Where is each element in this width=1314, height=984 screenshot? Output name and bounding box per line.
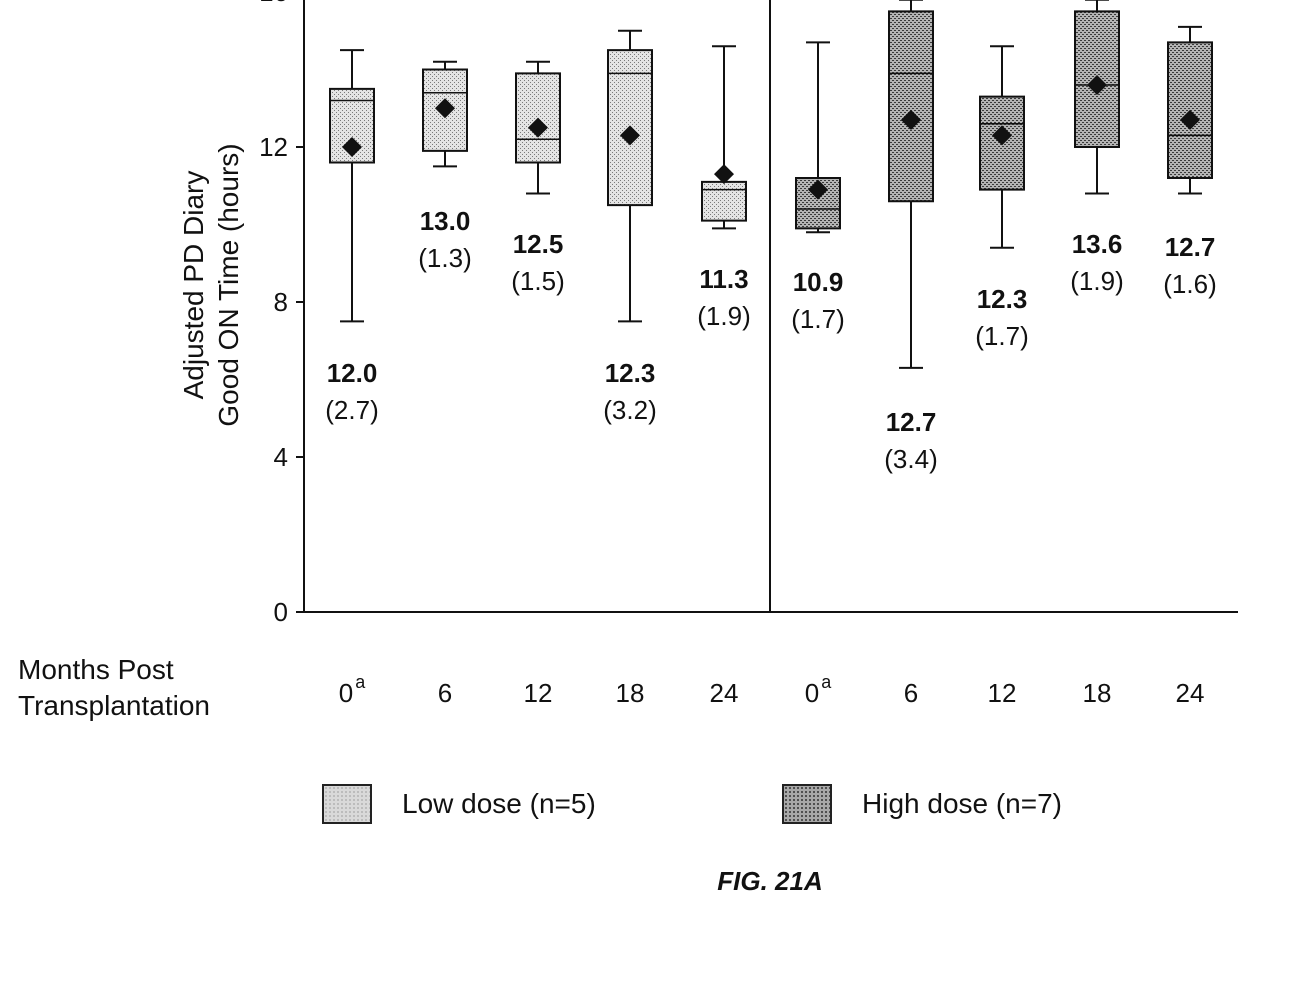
x-axis-title-line1: Months Post (18, 654, 174, 685)
mean-value-label: 10.9 (793, 267, 844, 297)
y-tick-label: 12 (259, 132, 288, 162)
y-tick-label: 4 (274, 442, 288, 472)
x-tick-label: 12 (524, 678, 553, 708)
legend-label-low-dose: Low dose (n=5) (402, 788, 596, 819)
mean-value-label: 11.3 (699, 264, 748, 294)
box-low-dose-month-18: 12.3 (3.2) (603, 29, 657, 425)
sd-value-label: (3.2) (603, 395, 656, 425)
box-low-dose-month-24: 11.3 (1.9) (697, 45, 751, 331)
y-ticks: 0 4 8 12 16 (259, 0, 304, 627)
mean-value-label: 13.0 (420, 206, 471, 236)
iqr-box (888, 10, 934, 203)
sd-value-label: (1.5) (511, 266, 564, 296)
sd-value-label: (1.9) (697, 301, 750, 331)
mean-marker (901, 109, 921, 130)
x-tick-label: 24 (1176, 678, 1205, 708)
sd-value-label: (1.9) (1070, 266, 1123, 296)
mean-value-label: 12.0 (327, 358, 378, 388)
sd-value-label: (1.3) (418, 243, 471, 273)
mean-value-label: 12.7 (886, 407, 937, 437)
figure-caption: FIG. 21A (717, 866, 823, 896)
mean-marker (714, 164, 734, 185)
mean-value-label: 12.3 (977, 284, 1028, 314)
x-tick-label: 6 (904, 678, 918, 708)
mean-value-label: 12.3 (605, 358, 656, 388)
legend-item-high-dose: High dose (n=7) (782, 782, 1062, 826)
legend-swatch-low-dose (322, 784, 372, 824)
mean-marker (808, 179, 828, 200)
y-axis-title-line1: Adjusted PD Diary (178, 171, 209, 400)
x-tick-label: 6 (438, 678, 452, 708)
sd-value-label: (2.7) (325, 395, 378, 425)
box-high-dose-month-6: 12.7 (3.4) (884, 0, 938, 474)
iqr-box (1167, 41, 1213, 179)
mean-marker (342, 137, 362, 157)
mean-value-label: 12.7 (1165, 232, 1216, 262)
mean-marker (1180, 109, 1200, 130)
sd-value-label: (1.7) (791, 304, 844, 334)
iqr-box (607, 49, 653, 207)
mean-marker (620, 125, 640, 146)
iqr-box (979, 95, 1025, 191)
y-tick-label: 8 (274, 287, 288, 317)
legend-item-low-dose: Low dose (n=5) (322, 782, 596, 826)
y-axis-title-line2: Good ON Time (hours) (213, 143, 244, 426)
y-tick-label: 0 (274, 597, 288, 627)
iqr-box (701, 180, 747, 222)
x-tick-label: 24 (710, 678, 739, 708)
mean-marker (1087, 75, 1107, 95)
x-tick-label: 18 (616, 678, 645, 708)
box-low-dose-month-0: 12.0 (2.7) (325, 49, 379, 425)
sd-value-label: (3.4) (884, 444, 937, 474)
x-axis-title-line2: Transplantation (18, 690, 210, 721)
mean-marker (528, 117, 548, 138)
legend-label-high-dose: High dose (n=7) (862, 788, 1063, 819)
sd-value-label: (1.7) (975, 321, 1028, 351)
mean-value-label: 13.6 (1072, 229, 1123, 259)
box-high-dose-month-0: 10.9 (1.7) (791, 41, 845, 334)
mean-value-label: 12.5 (513, 229, 564, 259)
box-high-dose-month-18: 13.6 (1.9) (1070, 0, 1124, 296)
x-axis-title: Months Post Transplantation (18, 652, 210, 724)
box-high-dose-month-24: 12.7 (1.6) (1163, 25, 1217, 299)
y-tick-label: 16 (259, 0, 288, 7)
x-tick-label: 18 (1083, 678, 1112, 708)
mean-marker (435, 98, 455, 119)
x-tick-label: 12 (988, 678, 1017, 708)
box-low-dose-month-6: 13.0 (1.3) (418, 60, 472, 273)
box-low-dose-month-12: 12.5 (1.5) (511, 60, 565, 296)
box-series: 12.0 (2.7) 0 a 13.0 (1.3) 6 12.5 (1.5) 12 12.3 (3.2… (325, 0, 1217, 708)
sd-value-label: (1.6) (1163, 269, 1216, 299)
box-high-dose-month-12: 12.3 (1.7) (975, 45, 1029, 351)
mean-marker (992, 125, 1012, 146)
legend-swatch-high-dose (782, 784, 832, 824)
